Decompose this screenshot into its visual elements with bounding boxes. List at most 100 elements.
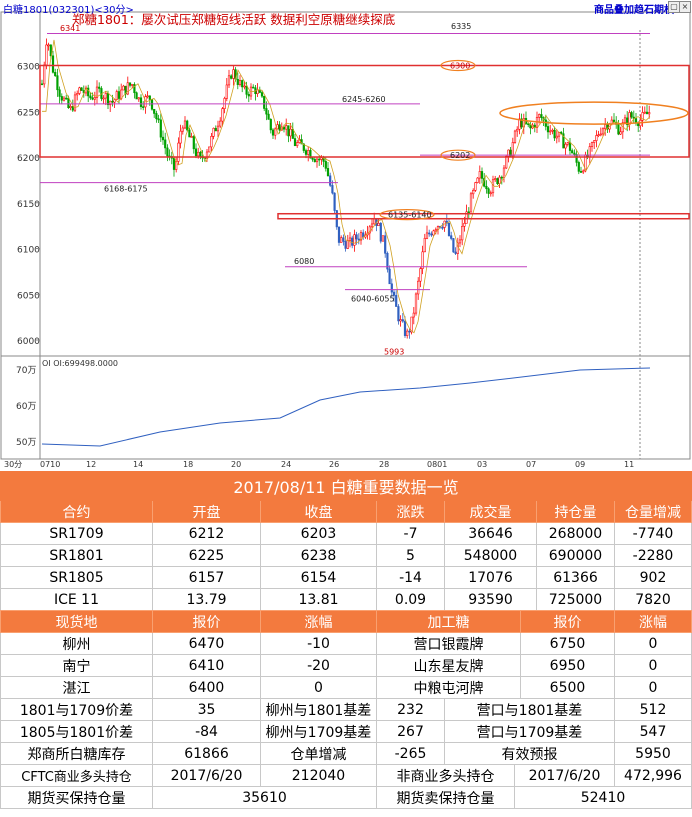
candle-body <box>333 192 336 211</box>
candle-body <box>406 330 409 336</box>
candle-body <box>538 114 541 118</box>
candle-body <box>474 182 477 191</box>
candle-body <box>469 193 473 213</box>
time-tick-label: 20 <box>231 460 241 469</box>
table-row: 柳州 6470 -10 营口银霞牌 6750 0 <box>0 632 692 655</box>
candle-body <box>342 237 345 242</box>
header-cell: 涨跌 <box>376 500 445 523</box>
candle-body <box>238 80 242 85</box>
candle-body <box>287 125 290 137</box>
candle-body <box>527 123 530 125</box>
candle-body <box>161 136 165 141</box>
table-cell: 35 <box>152 698 261 721</box>
table-cell: 268000 <box>536 522 615 545</box>
candle-body <box>80 87 83 91</box>
candle-body <box>423 237 426 253</box>
candle-body <box>419 268 422 282</box>
table-cell: 902 <box>613 566 692 589</box>
table-cell: SR1801 <box>0 544 153 567</box>
time-tick-label: 0801 <box>427 460 447 469</box>
candle-body <box>230 75 233 79</box>
table-cell: 212040 <box>260 764 377 787</box>
table-cell: ICE 11 <box>0 588 153 611</box>
price-tick-label: 6050 <box>17 291 40 301</box>
candle-body <box>43 64 46 85</box>
candle-body <box>564 143 567 149</box>
candle-body <box>546 126 550 133</box>
candle-body <box>351 237 354 246</box>
candle-body <box>549 130 552 133</box>
candle-body <box>91 97 94 100</box>
candle-body <box>205 151 209 159</box>
kline-svg: 6300 6250 6200 6150 6100 6050 6000 70万 60万 50万 OI … <box>0 11 691 469</box>
header-cell: 持仓量 <box>536 500 615 523</box>
candle-body <box>60 96 63 101</box>
price-tick-label: 6100 <box>17 246 40 256</box>
table-title: 2017/08/11 白糖重要数据一览 <box>0 471 692 501</box>
candle-body <box>276 124 279 130</box>
moving-average-line <box>42 39 651 334</box>
candle-body <box>414 293 418 314</box>
candle-body <box>485 185 488 190</box>
sugar-data-table: 2017/08/11 白糖重要数据一览 合约 开盘 收盘 涨跌 成交量 持仓量 … <box>0 471 692 817</box>
table-cell: -7 <box>376 522 445 545</box>
table-row: 期货买保持仓量 35610 期货卖保持仓量 52410 <box>0 786 692 809</box>
table-cell: 690000 <box>536 544 615 567</box>
table-cell: -84 <box>152 720 261 743</box>
candle-body <box>344 241 347 249</box>
candle-body <box>221 108 224 122</box>
candle-body <box>410 316 413 333</box>
header-cell: 成交量 <box>444 500 537 523</box>
table-row: CFTC商业多头持仓 2017/6/20 212040 非商业多头持仓 2017/6/2… <box>0 764 692 787</box>
header-cell: 收盘 <box>260 500 377 523</box>
candle-body <box>265 108 268 115</box>
candle-body <box>243 85 246 88</box>
candle-body <box>181 127 184 132</box>
candle-body <box>331 185 334 194</box>
candle-body <box>179 130 182 144</box>
kline-chart[interactable]: 6300 6250 6200 6150 6100 6050 6000 70万 60万 50万 OI … <box>0 0 692 471</box>
price-tick-label: 6150 <box>17 200 40 210</box>
candle-body <box>252 86 255 89</box>
table-cell: 湛江 <box>0 676 153 699</box>
candle-body <box>390 283 393 293</box>
candle-body <box>188 129 191 138</box>
table-cell: 472,996 <box>614 764 692 787</box>
close-icon[interactable]: × <box>679 1 691 13</box>
candle-body <box>87 87 90 97</box>
candle-body <box>392 291 396 296</box>
table-cell: 营口与1709基差 <box>444 720 615 743</box>
candle-body <box>619 131 622 135</box>
table-cell: SR1805 <box>0 566 153 589</box>
candle-body <box>62 97 66 101</box>
candle-body <box>139 97 143 107</box>
candle-body <box>353 234 356 246</box>
table-cell: 6203 <box>260 522 377 545</box>
candle-body <box>245 85 248 95</box>
chart-overlay-label[interactable]: 商品叠加趋石期权 <box>594 5 674 16</box>
candle-body <box>560 131 563 135</box>
candle-body <box>476 177 479 183</box>
table-cell: 0 <box>614 654 692 677</box>
candle-body <box>630 112 633 118</box>
candle-body <box>500 176 503 179</box>
candle-body <box>395 295 398 307</box>
candle-body <box>337 226 341 243</box>
header-cell: 报价 <box>152 610 261 633</box>
table-cell: 6225 <box>152 544 261 567</box>
table-cell: 1805与1801价差 <box>0 720 153 743</box>
table-cell: 南宁 <box>0 654 153 677</box>
candle-body <box>494 178 497 181</box>
candle-body <box>241 80 244 88</box>
table-cell: 6400 <box>152 676 261 699</box>
table-cell: 13.79 <box>152 588 261 611</box>
time-tick-label: 09 <box>575 460 585 469</box>
candle-body <box>373 218 376 225</box>
candle-body <box>98 86 101 89</box>
candle-body <box>355 234 358 240</box>
candle-body <box>626 117 629 126</box>
candle-body <box>357 238 360 241</box>
candle-body <box>452 238 455 253</box>
candle-body <box>311 157 314 160</box>
candle-body <box>593 140 596 143</box>
